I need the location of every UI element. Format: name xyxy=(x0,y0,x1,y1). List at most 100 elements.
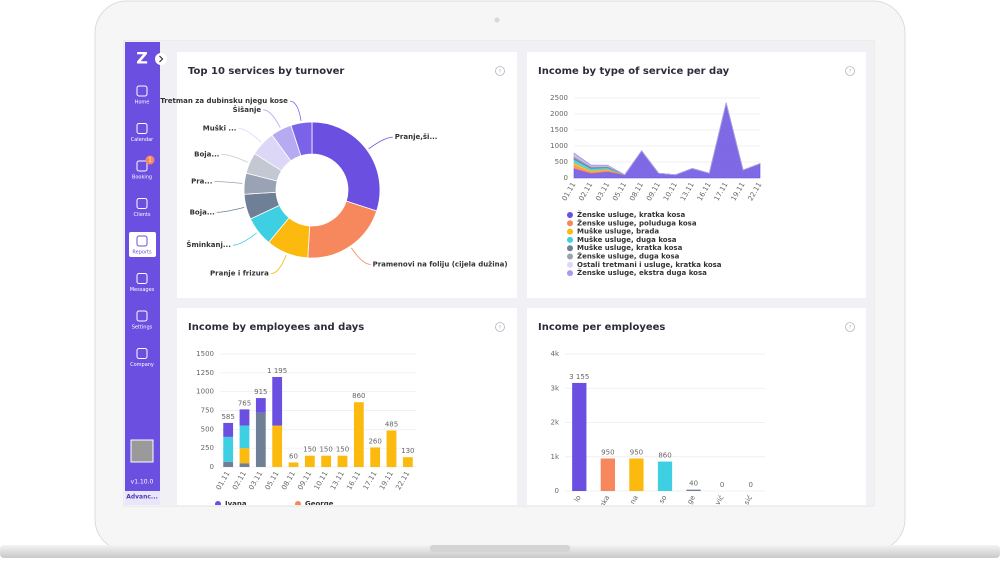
help-icon[interactable] xyxy=(845,66,855,76)
bar-segment xyxy=(321,455,332,467)
screen: Z v1.10.0 Advanc... Home Calendar Booking 1… xyxy=(125,42,873,508)
legend-label[interactable]: Ivana xyxy=(225,500,247,508)
nav-icon[interactable] xyxy=(136,273,148,284)
nav-icon[interactable] xyxy=(136,235,148,247)
legend-swatch xyxy=(215,501,221,505)
legend-label[interactable]: Muške usluge, brada xyxy=(577,228,659,236)
nav-label[interactable]: Reports xyxy=(132,250,152,256)
bar-segment xyxy=(386,430,397,467)
total-label: 260 xyxy=(368,437,381,445)
slice-label: Pranje i frizura xyxy=(210,270,269,278)
logo: Z xyxy=(136,49,148,68)
legend-label[interactable]: Ostali tretmani i usluge, kratka kosa xyxy=(577,261,722,269)
nav-label[interactable]: Calendar xyxy=(131,137,154,143)
nav-label[interactable]: Clients xyxy=(133,212,150,218)
y-tick-label: 1k xyxy=(550,453,559,461)
total-label: 150 xyxy=(319,446,332,454)
collapse-icon xyxy=(159,55,164,63)
legend-swatch xyxy=(295,501,301,505)
bar-segment xyxy=(239,409,250,426)
y-tick-label: 2000 xyxy=(550,110,568,118)
nav-label[interactable]: Messages xyxy=(130,287,155,293)
nav-icon[interactable] xyxy=(136,310,148,322)
bar-segment xyxy=(272,376,283,426)
donut-slice xyxy=(290,121,313,157)
leader-line xyxy=(214,181,243,184)
y-tick-label: 0 xyxy=(555,487,559,495)
bar-segment xyxy=(272,425,283,467)
help-icon[interactable] xyxy=(495,322,505,332)
legend-label[interactable]: Muške usluge, kratka kosa xyxy=(577,244,683,252)
y-tick-label: 1500 xyxy=(196,350,214,358)
nav-active xyxy=(129,232,156,257)
leader-line xyxy=(351,247,371,265)
value-label: 0 xyxy=(748,481,752,489)
leader-line xyxy=(216,207,245,213)
badge xyxy=(145,155,155,165)
nav-icon[interactable] xyxy=(136,198,148,209)
y-tick-label: 500 xyxy=(201,425,214,433)
nav-icon[interactable] xyxy=(136,348,148,359)
panel xyxy=(177,308,517,505)
collapse-button[interactable] xyxy=(155,53,167,65)
slice-label: Šišanje xyxy=(233,105,262,114)
bar-segment xyxy=(255,398,266,413)
total-label: 485 xyxy=(385,420,398,428)
y-tick-label: 2500 xyxy=(550,94,568,102)
total-label: 765 xyxy=(238,399,251,407)
bar xyxy=(600,458,615,491)
legend-label[interactable]: George xyxy=(305,500,334,508)
legend-swatch xyxy=(567,236,573,243)
x-tick-label: sić xyxy=(743,494,755,506)
value-label: 950 xyxy=(601,448,614,456)
leader-line xyxy=(221,153,248,163)
help-icon[interactable] xyxy=(495,66,505,76)
help-mark: ? xyxy=(499,69,502,75)
laptop-notch xyxy=(430,545,570,552)
y-tick-label: 2k xyxy=(550,419,559,427)
y-tick-label: 3k xyxy=(550,384,559,392)
legend-label[interactable]: Ženske usluge, poluduga kosa xyxy=(577,218,697,227)
value-label: 950 xyxy=(630,448,643,456)
value-label: 40 xyxy=(689,480,698,488)
legend-label[interactable]: Ženske usluge, kratka kosa xyxy=(577,210,685,219)
nav-label[interactable]: Settings xyxy=(132,325,153,331)
area xyxy=(573,102,761,176)
leader-line xyxy=(238,127,262,143)
nav-icon[interactable] xyxy=(136,123,148,134)
bar-segment xyxy=(337,455,348,467)
x-tick-label: lo xyxy=(573,494,583,503)
bar xyxy=(657,461,673,491)
slice-label: Boja... xyxy=(194,150,219,158)
help-icon[interactable] xyxy=(845,322,855,332)
slice-label: Pra... xyxy=(191,178,212,186)
x-tick-label: vić xyxy=(714,494,726,507)
donut-slice xyxy=(311,121,381,212)
nav-label[interactable]: Home xyxy=(135,100,150,106)
legend-label[interactable]: Ženske usluge, ekstra duga kosa xyxy=(577,268,707,277)
slice-label: Muški ... xyxy=(203,124,237,132)
legend-swatch xyxy=(567,253,573,260)
avatar[interactable] xyxy=(130,439,154,463)
total-label: 915 xyxy=(254,388,267,396)
value-label: 0 xyxy=(720,481,724,489)
slice-label: Pranje,ši... xyxy=(395,133,438,141)
nav-icon[interactable] xyxy=(136,160,148,172)
nav-label[interactable]: Company xyxy=(130,362,154,368)
bar-segment xyxy=(255,412,266,467)
legend-label[interactable]: Muške usluge, duga kosa xyxy=(577,236,677,244)
x-tick-label: ge xyxy=(686,494,697,506)
bar-segment xyxy=(304,455,315,467)
y-tick-label: 1250 xyxy=(196,369,214,377)
camera xyxy=(494,17,500,23)
bar xyxy=(629,458,644,491)
legend-label[interactable]: Ženske usluge, duga kosa xyxy=(577,252,680,261)
slice-label: Šminkanj... xyxy=(186,240,230,249)
x-tick-label: na xyxy=(629,494,640,506)
total-label: 585 xyxy=(221,413,234,421)
nav-label[interactable]: Booking xyxy=(132,175,152,181)
legend-swatch xyxy=(567,220,573,227)
nav-icon[interactable] xyxy=(136,85,148,97)
legend-swatch xyxy=(567,245,573,252)
